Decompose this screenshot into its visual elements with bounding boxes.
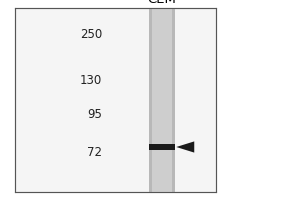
Text: 250: 250 (80, 27, 102, 40)
Bar (15, 8, 216, 192)
Text: 130: 130 (80, 73, 102, 86)
Text: CEM: CEM (148, 0, 176, 6)
Text: 72: 72 (87, 146, 102, 158)
Text: 95: 95 (87, 108, 102, 120)
Bar (152, 8, 172, 192)
Polygon shape (176, 141, 194, 153)
Bar (149, 144, 175, 150)
Bar (149, 8, 175, 192)
